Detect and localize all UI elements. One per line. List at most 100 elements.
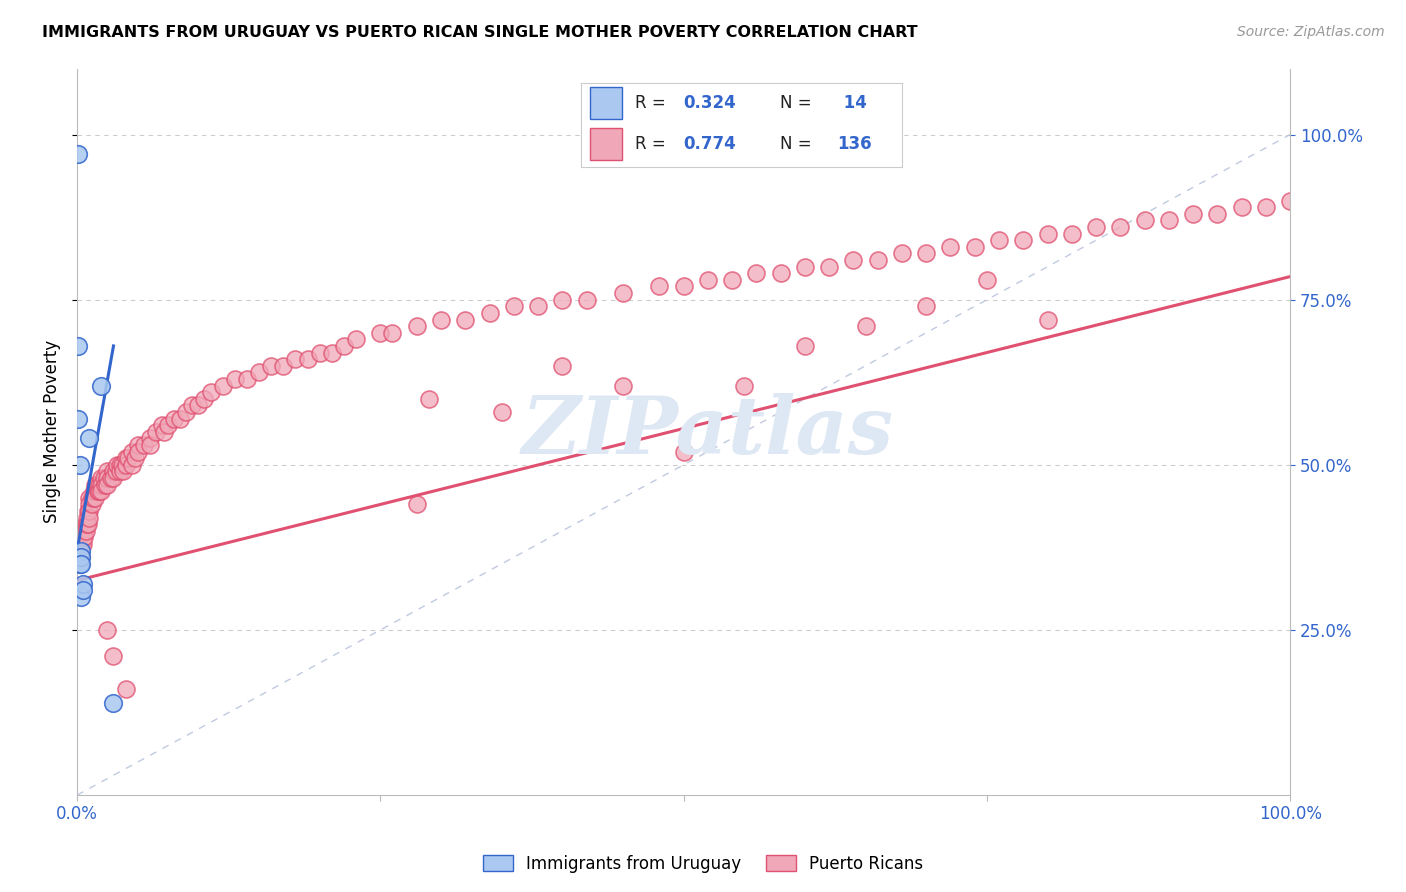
Point xyxy=(344,332,367,346)
Point xyxy=(84,477,107,491)
Point xyxy=(273,359,295,373)
Point xyxy=(104,464,127,478)
Point xyxy=(94,477,117,491)
Point xyxy=(491,405,513,419)
Point xyxy=(139,438,162,452)
Point xyxy=(132,438,155,452)
Point xyxy=(1133,213,1156,227)
Point xyxy=(818,260,841,274)
Point xyxy=(105,458,128,472)
Point xyxy=(70,537,93,551)
Point xyxy=(114,451,136,466)
Point xyxy=(77,491,100,505)
Point xyxy=(69,557,91,571)
Point xyxy=(915,246,938,260)
Point xyxy=(405,319,427,334)
Point xyxy=(1036,312,1059,326)
Point xyxy=(96,623,118,637)
Point xyxy=(915,299,938,313)
Point xyxy=(75,524,97,538)
Point xyxy=(77,510,100,524)
Point xyxy=(139,431,162,445)
Point xyxy=(69,543,91,558)
Point xyxy=(1182,207,1205,221)
Point xyxy=(370,326,392,340)
Point xyxy=(127,444,149,458)
Point xyxy=(721,273,744,287)
Point xyxy=(111,458,134,472)
Point xyxy=(114,682,136,697)
Point xyxy=(527,299,550,313)
Point xyxy=(90,471,112,485)
Point xyxy=(103,696,125,710)
Point xyxy=(575,293,598,307)
Point xyxy=(193,392,215,406)
Point xyxy=(86,477,108,491)
Text: IMMIGRANTS FROM URUGUAY VS PUERTO RICAN SINGLE MOTHER POVERTY CORRELATION CHART: IMMIGRANTS FROM URUGUAY VS PUERTO RICAN … xyxy=(42,25,918,40)
Point xyxy=(153,425,176,439)
Point xyxy=(733,378,755,392)
Point xyxy=(83,484,105,499)
Point xyxy=(84,491,107,505)
Point xyxy=(1206,207,1229,221)
Point xyxy=(69,537,91,551)
Point xyxy=(260,359,283,373)
Point xyxy=(1109,220,1132,235)
Point xyxy=(70,531,93,545)
Point xyxy=(73,531,96,545)
Point xyxy=(76,517,98,532)
Point xyxy=(333,339,356,353)
Point xyxy=(72,537,94,551)
Point xyxy=(793,260,815,274)
Point xyxy=(72,531,94,545)
Point xyxy=(321,345,343,359)
Point xyxy=(1085,220,1108,235)
Point xyxy=(84,484,107,499)
Legend: Immigrants from Uruguay, Puerto Ricans: Immigrants from Uruguay, Puerto Ricans xyxy=(475,848,931,880)
Point xyxy=(117,451,139,466)
Point xyxy=(127,438,149,452)
Point xyxy=(69,550,91,565)
Point xyxy=(103,471,125,485)
Point xyxy=(284,352,307,367)
Point xyxy=(236,372,259,386)
Point xyxy=(77,517,100,532)
Point xyxy=(90,477,112,491)
Point xyxy=(200,385,222,400)
Point xyxy=(976,273,998,287)
Point xyxy=(745,266,768,280)
Text: Source: ZipAtlas.com: Source: ZipAtlas.com xyxy=(1237,25,1385,39)
Point xyxy=(672,279,695,293)
Point xyxy=(169,411,191,425)
Point xyxy=(211,378,233,392)
Point xyxy=(103,649,125,664)
Point xyxy=(163,411,186,425)
Point xyxy=(612,378,634,392)
Point xyxy=(108,458,131,472)
Point xyxy=(112,464,135,478)
Point xyxy=(69,550,91,565)
Point xyxy=(80,491,103,505)
Point xyxy=(1254,200,1277,214)
Point xyxy=(866,253,889,268)
Point xyxy=(69,557,91,571)
Point xyxy=(145,425,167,439)
Point xyxy=(67,147,90,161)
Point xyxy=(96,477,118,491)
Point xyxy=(72,524,94,538)
Text: ZIPatlas: ZIPatlas xyxy=(522,393,894,471)
Point xyxy=(82,491,104,505)
Y-axis label: Single Mother Poverty: Single Mother Poverty xyxy=(44,340,60,524)
Point xyxy=(1279,194,1302,208)
Point xyxy=(769,266,792,280)
Point xyxy=(672,444,695,458)
Point xyxy=(80,498,103,512)
Point xyxy=(86,484,108,499)
Point xyxy=(69,557,91,571)
Point xyxy=(963,240,986,254)
Point xyxy=(247,365,270,379)
Point xyxy=(76,510,98,524)
Point xyxy=(124,451,146,466)
Point xyxy=(87,477,110,491)
Point xyxy=(77,504,100,518)
